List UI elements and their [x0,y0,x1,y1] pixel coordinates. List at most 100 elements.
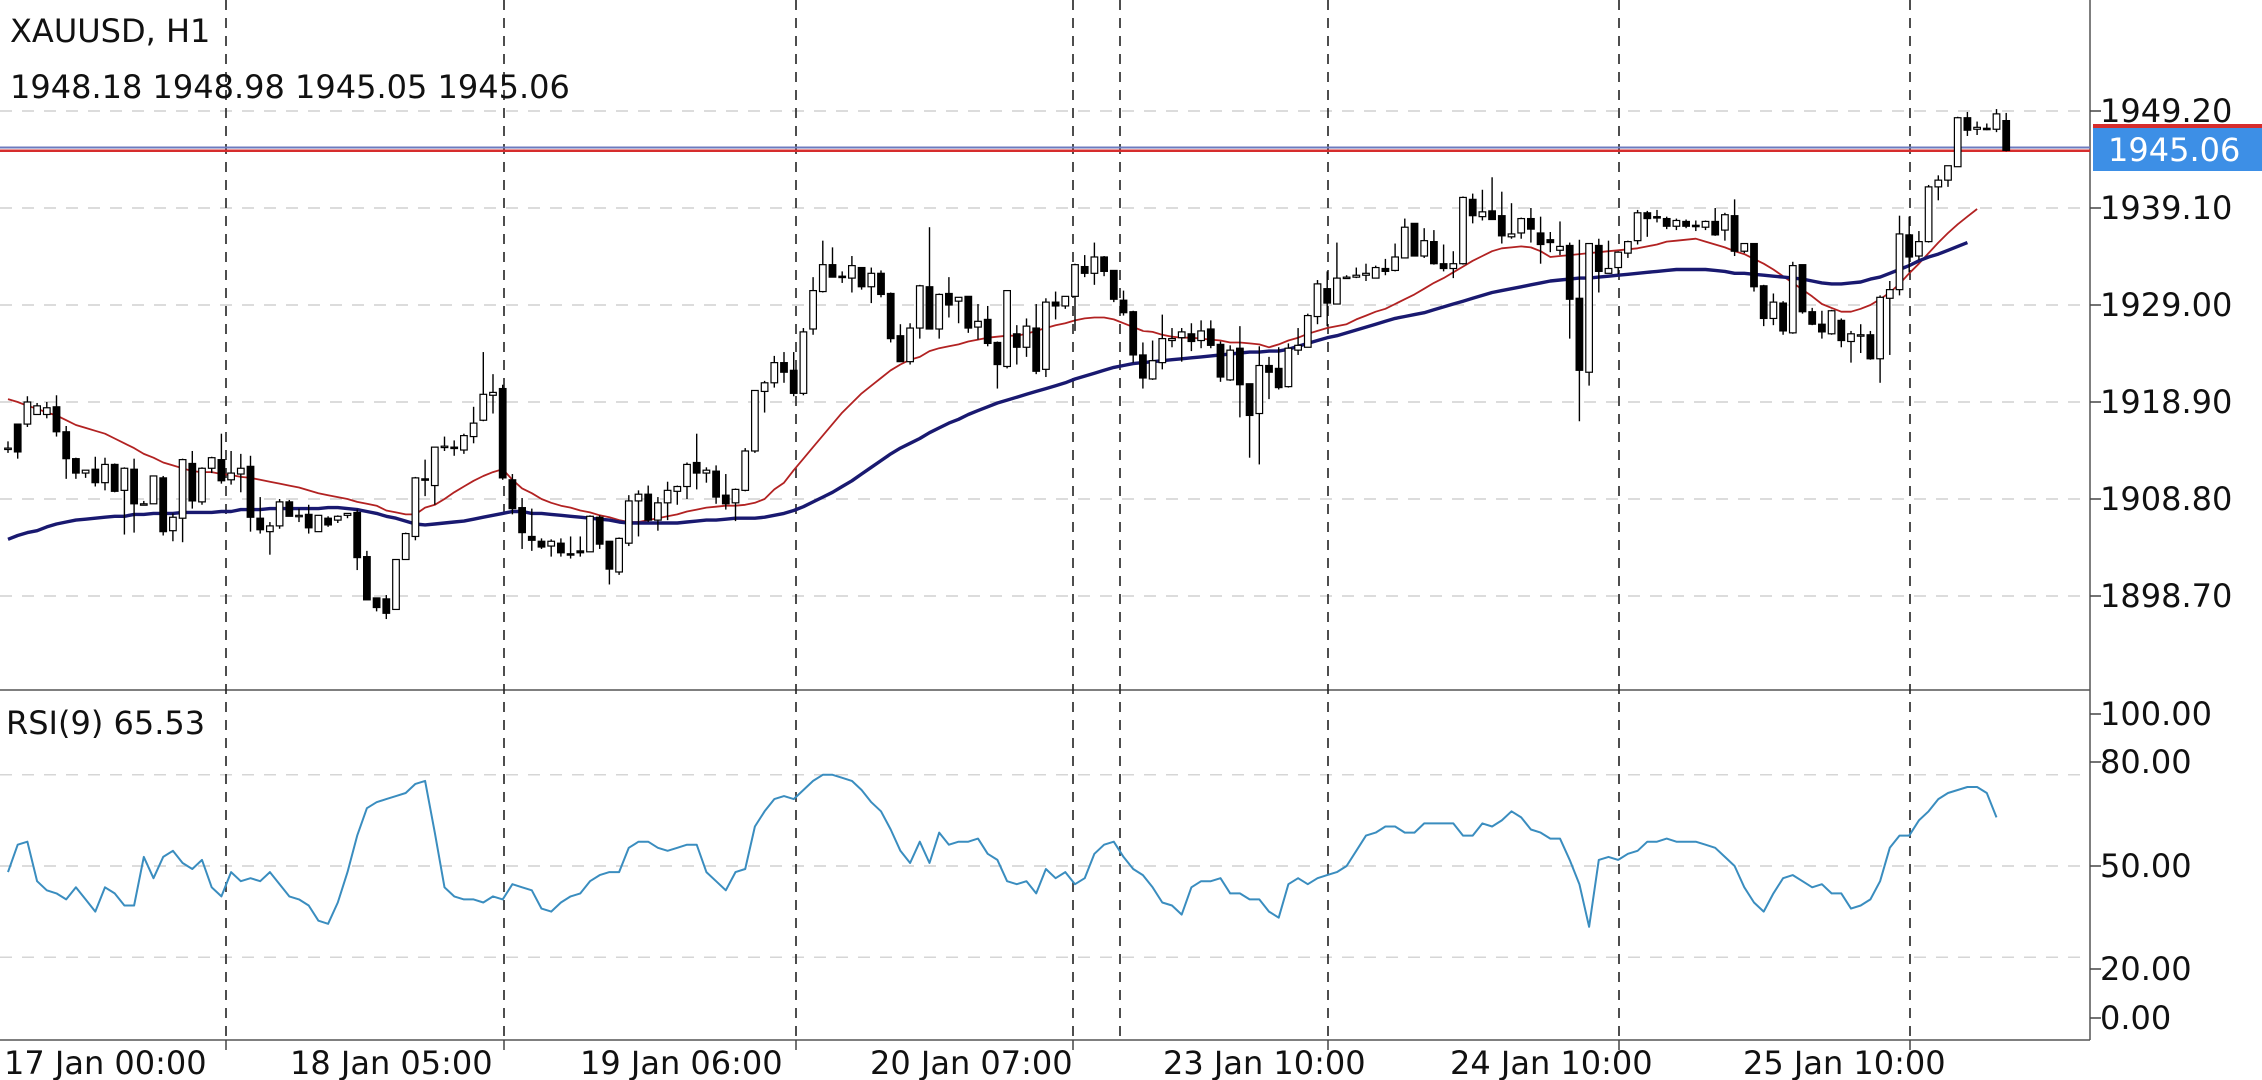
candle-body [683,463,691,488]
candle-body [1905,234,1914,258]
candle-body [605,540,614,570]
candle-body [1740,242,1749,252]
session-separators [225,0,1911,1040]
candle-body [1643,212,1652,220]
candle-body [867,272,876,288]
candle [838,271,847,283]
candle-body [101,463,109,484]
candle [62,426,71,479]
candle-body [23,401,32,425]
candle [683,462,691,499]
candle [450,440,459,456]
candle-body [692,461,701,474]
candle [1216,341,1225,382]
candle-body [1332,277,1341,305]
candle [721,474,730,510]
candle [1410,222,1419,257]
candle-body [857,266,866,288]
candle-body [1662,217,1671,227]
candle [256,497,265,534]
candle [4,441,12,453]
candle [915,284,924,339]
candle [1711,208,1720,236]
rsi-line [7,773,1998,928]
candle-body [586,515,594,553]
candle-body [1623,241,1632,254]
candle-body [1914,241,1923,257]
candle-body [353,511,362,559]
candle-body [1488,210,1497,221]
candle-body [1546,239,1555,244]
candle [1682,219,1691,229]
candle [363,550,371,601]
candle-body [1235,347,1244,386]
candle [1924,184,1933,243]
candle [663,481,672,521]
candle-body [1497,215,1506,237]
candle-body [52,406,61,433]
candle-body [372,597,381,609]
candle [401,532,410,561]
candle [896,324,905,363]
candle [1953,116,1962,168]
candle-body [1449,263,1458,270]
candle-body [1837,319,1846,342]
candle [1973,121,1982,136]
candle [266,522,274,555]
candle [1119,290,1128,316]
price-tick: 1939.10 [2100,189,2232,227]
candle [139,500,148,506]
candle [624,495,633,547]
candle [460,433,468,454]
candle-body [877,272,885,296]
current-price-marker: 1945.06 [2093,124,2262,171]
candle [1400,218,1409,259]
candle-body [1342,276,1351,280]
candle [1982,123,1991,131]
candle-body [275,501,284,527]
candle [692,433,701,490]
candle [653,497,662,531]
candle-body [1701,220,1710,228]
candle-body [508,479,517,510]
rsi-level-lines [0,774,2090,958]
candle [1643,210,1652,237]
candle [1255,346,1264,465]
candle-body [411,477,420,538]
candle-body [1982,127,1991,131]
candle-body [1313,283,1322,318]
candle-body [1032,327,1041,372]
candle [333,515,342,524]
candle [1759,284,1768,327]
candle-body [1197,330,1206,342]
candle-body [1294,344,1303,351]
candle [1197,320,1206,349]
candle [518,498,526,549]
candle-body [838,275,847,279]
candle [1177,328,1186,362]
candle-body [256,517,265,531]
candle-body [624,500,633,544]
candle [983,305,992,347]
candle [1963,111,1972,136]
price-tick: 1929.00 [2100,286,2232,324]
candle-body [489,391,497,396]
candle-body [1575,297,1584,371]
candle [818,240,827,293]
candle-body [469,422,478,438]
candle [789,352,798,397]
candle-body [770,362,779,384]
candle [586,515,594,553]
candle [799,328,808,396]
candle [159,475,168,536]
candle-body [120,467,129,491]
candle-body [1061,295,1070,307]
candle [702,467,711,483]
candle [1594,238,1603,293]
candle [1672,218,1681,231]
candle-body [780,362,788,373]
candle [1575,239,1584,422]
candle [1003,289,1011,369]
candle [1662,216,1671,230]
candle-body [295,514,303,518]
